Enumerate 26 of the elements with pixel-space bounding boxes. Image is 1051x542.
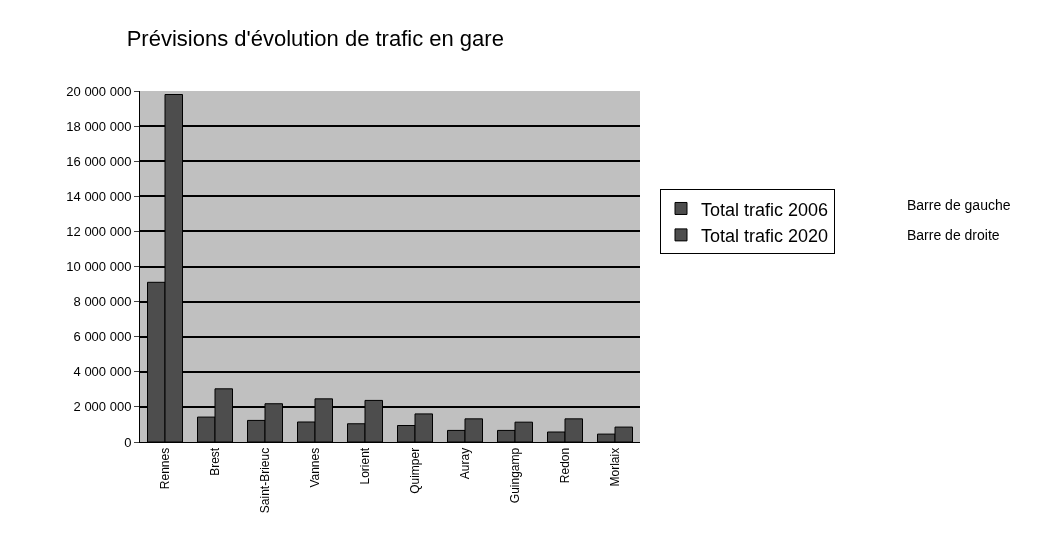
chart-title: Prévisions d'évolution de trafic en gare [126,25,504,51]
legend-label: Total trafic 2006 [701,199,829,220]
x-tick-label: Guingamp [507,447,522,504]
y-tick-label: 2 000 000 [73,399,132,415]
y-tick-label: 12 000 000 [66,223,132,239]
legend-label: Total trafic 2020 [701,225,829,246]
x-tick-label: Morlaix [607,447,622,487]
y-tick-label: 0 [124,434,132,450]
y-tick-label: 6 000 000 [73,329,132,345]
y-tick-label: 14 000 000 [66,188,132,204]
x-tick-label: Vannes [307,447,322,488]
y-tick-label: 18 000 000 [66,118,132,134]
x-tick-label: Redon [557,447,572,484]
x-tick-label: Saint-Brieuc [257,447,272,514]
y-tick-label: 10 000 000 [66,259,132,275]
y-tick-label: 8 000 000 [73,294,132,310]
x-tick-label: Rennes [157,447,172,490]
x-tick-label: Quimper [407,447,422,494]
text: Barre de gauche [907,197,1011,213]
x-tick-label: Auray [457,447,472,480]
text: Barre de droite [907,227,1000,243]
x-tick-label: Lorient [357,447,372,485]
y-tick-label: 16 000 000 [66,153,132,169]
y-tick-label: 4 000 000 [73,364,132,380]
x-tick-label: Brest [207,447,222,476]
y-tick-label: 20 000 000 [66,83,132,99]
